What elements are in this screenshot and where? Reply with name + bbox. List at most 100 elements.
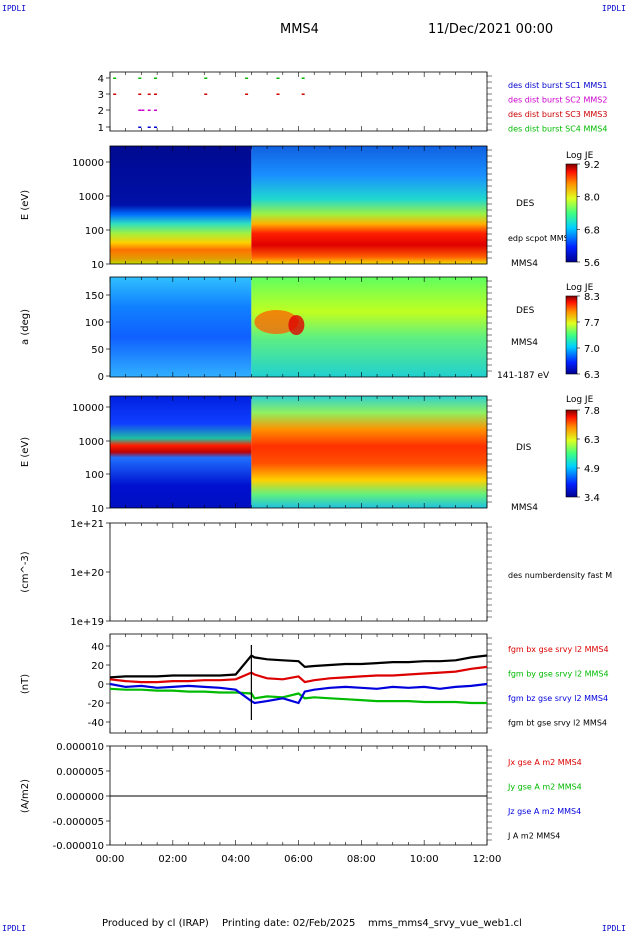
- p1-legend-entry: des dist burst SC4 MMS4: [508, 125, 607, 134]
- p7-y-tick-label: -0.000010: [53, 841, 104, 852]
- p2-y-tick-label: 10: [91, 260, 104, 271]
- p3-y-tick-label: 50: [91, 345, 104, 356]
- produced-by: Produced by cl (IRAP): [102, 918, 209, 929]
- p1-burst-mark: [276, 93, 280, 95]
- p1-burst-mark: [153, 77, 157, 79]
- p7-legend-entry: J A m2 MMS4: [507, 832, 560, 841]
- corner-label-top-right: IPDLI: [601, 4, 626, 13]
- p2-y-tick-label: 10000: [72, 158, 104, 169]
- p1-burst-mark: [147, 126, 151, 128]
- p2-label: DES: [516, 199, 535, 209]
- p2-y-tick-label: 100: [85, 226, 104, 237]
- p6-y-tick-label: -40: [88, 718, 104, 729]
- p3-colorbar-tick-label: 7.7: [584, 318, 600, 329]
- time-tick-label: 08:00: [347, 854, 376, 865]
- p7-legend-entry: Jy gse A m2 MMS4: [507, 783, 582, 792]
- p2-y-axis-title: E (eV): [20, 190, 31, 220]
- p1-y-tick-label: 4: [98, 74, 104, 85]
- p5-frame: [109, 522, 488, 622]
- p3-colorbar: [565, 295, 578, 375]
- p7-y-tick-label: 0.000010: [56, 742, 104, 753]
- printing-date: Printing date: 02/Feb/2025: [222, 918, 356, 929]
- p2-colorbar-tick-label: 5.6: [584, 258, 600, 269]
- p3-y-tick-label: 100: [85, 318, 104, 329]
- p1-burst-mark: [138, 126, 142, 128]
- p1-burst-mark: [113, 77, 117, 79]
- p1-burst-mark: [245, 93, 249, 95]
- p6-series-line-3: [109, 654, 488, 679]
- p3-colorbar-tick-label: 8.3: [584, 292, 600, 303]
- p6-y-axis-title: (nT): [20, 674, 31, 694]
- p6-legend-entry: fgm bt gse srvy l2 MMS4: [508, 719, 607, 728]
- p4-sat-label: MMS4: [511, 503, 538, 513]
- datetime-title: 11/Dec/2021 00:00: [428, 22, 554, 37]
- p1-burst-mark: [204, 93, 208, 95]
- p4-colorbar-title: Log JE: [566, 395, 594, 405]
- p4-y-tick-label: 10: [91, 504, 104, 515]
- p1-y-tick-label: 3: [98, 90, 104, 101]
- p1-burst-mark: [276, 77, 280, 79]
- p4-colorbar-tick-label: 3.4: [584, 493, 600, 504]
- p4-y-axis-title: E (eV): [20, 437, 31, 467]
- time-tick-label: 02:00: [158, 854, 187, 865]
- p2-colorbar-tick-label: 6.8: [584, 225, 600, 236]
- p6-frame: [109, 633, 488, 734]
- p1-burst-mark: [138, 109, 142, 111]
- p3-colorbar-title: Log JE: [566, 283, 594, 293]
- p1-burst-mark: [153, 93, 157, 95]
- p1-burst-mark: [153, 126, 157, 128]
- p1-burst-mark: [138, 93, 142, 95]
- p4-y-tick-label: 10000: [72, 403, 104, 414]
- time-tick-label: 10:00: [410, 854, 439, 865]
- p4-colorbar-tick-label: 4.9: [584, 464, 600, 475]
- p2-spectrogram-pre: [110, 146, 252, 264]
- p3-colorbar-tick-label: 6.3: [584, 370, 600, 381]
- p5-y-tick-label: 1e+19: [70, 617, 104, 628]
- p4-y-tick-label: 1000: [79, 437, 104, 448]
- p2-spectrogram-post: [251, 146, 487, 264]
- p1-legend-entry: des dist burst SC1 MMS1: [508, 81, 607, 90]
- satellite-title: MMS4: [280, 22, 319, 37]
- p7-y-axis-title: (A/m2): [20, 779, 31, 813]
- p7-legend-entry: Jz gse A m2 MMS4: [507, 807, 581, 816]
- p4-spectrogram-post: [251, 396, 487, 508]
- p1-burst-mark: [147, 109, 151, 111]
- p6-y-tick-label: 0: [98, 680, 104, 691]
- p3-spectrogram-pre: [110, 277, 252, 377]
- p1-y-tick-label: 1: [98, 123, 104, 134]
- p1-burst-mark: [301, 93, 305, 95]
- p2-y-tick-label: 1000: [79, 192, 104, 203]
- p6-y-tick-label: 20: [91, 661, 104, 672]
- corner-label-bottom-right: IPDLI: [601, 924, 626, 933]
- file-name: mms_mms4_srvy_vue_web1.cl: [368, 918, 522, 929]
- p3-enhancement-blob: [254, 310, 299, 334]
- p7-legend-entry: Jx gse A m2 MMS4: [507, 758, 582, 767]
- p5-legend: des numberdensity fast M: [508, 571, 613, 580]
- p1-burst-mark: [301, 77, 305, 79]
- p4-spectrogram-pre: [110, 396, 252, 508]
- p3-colorbar-tick-label: 7.0: [584, 344, 600, 355]
- p1-burst-mark: [138, 77, 142, 79]
- p2-colorbar-tick-label: 8.0: [584, 193, 600, 204]
- p6-series-line-2: [109, 682, 488, 705]
- p6-legend-entry: fgm bx gse srvy l2 MMS4: [508, 645, 609, 654]
- p7-y-tick-label: 0.000005: [56, 767, 104, 778]
- p3-label: DES: [516, 306, 535, 316]
- p4-label: DIS: [516, 443, 532, 453]
- p6-legend-entry: fgm bz gse srvy l2 MMS4: [508, 694, 608, 703]
- p1-y-tick-label: 2: [98, 106, 104, 117]
- p1-legend-entry: des dist burst SC3 MMS3: [508, 110, 607, 119]
- p3-y-tick-label: 0: [98, 372, 104, 383]
- p6-series-line-0: [109, 665, 488, 684]
- p3-enhancement-core: [288, 315, 305, 335]
- p1-burst-mark: [147, 93, 151, 95]
- p2-sat-label: MMS4: [511, 259, 538, 269]
- time-tick-label: 00:00: [96, 854, 125, 865]
- corner-label-top-left: IPDLI: [2, 4, 27, 13]
- p5-y-tick-label: 1e+20: [70, 568, 104, 579]
- p1-frame: [109, 71, 488, 132]
- p3-y-tick-label: 150: [85, 291, 104, 302]
- p2-colorbar: [565, 163, 578, 263]
- time-tick-label: 12:00: [473, 854, 502, 865]
- p5-y-axis-title: (cm^-3): [20, 551, 31, 592]
